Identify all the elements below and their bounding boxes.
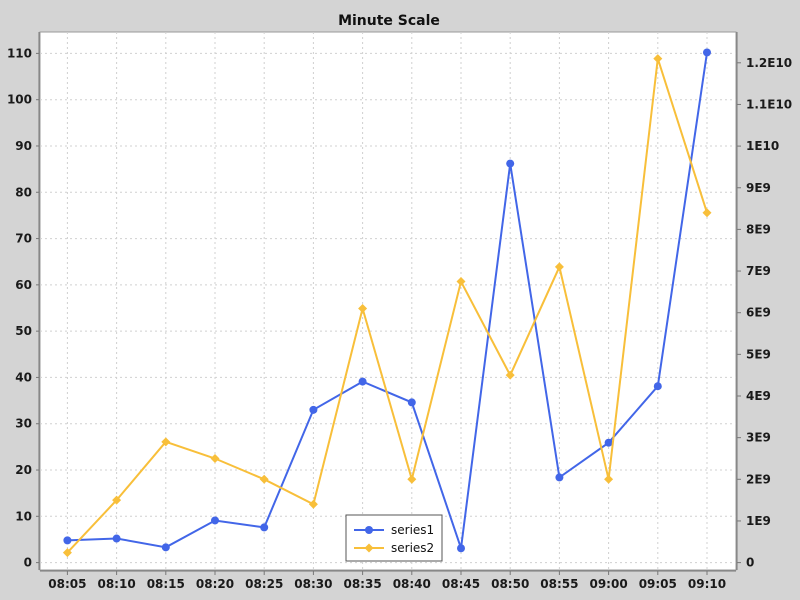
right-axis-tick-label: 6E9	[746, 306, 771, 320]
data-point-series2	[62, 548, 72, 558]
left-axis-tick-label: 30	[15, 417, 32, 431]
right-axis-tick-label: 3E9	[746, 431, 771, 445]
data-point-series2	[308, 499, 318, 509]
data-point-series1	[457, 544, 465, 553]
x-axis-tick-label: 09:05	[639, 577, 677, 591]
x-axis-tick-label: 08:40	[393, 577, 431, 591]
data-point-series1	[63, 536, 72, 545]
data-point-series2	[554, 262, 564, 272]
data-point-series2	[653, 54, 663, 64]
data-point-series2	[210, 453, 220, 463]
right-axis-tick-label: 1E10	[746, 139, 779, 153]
x-axis-tick-label: 08:20	[196, 577, 234, 591]
legend-swatch-marker	[364, 543, 374, 553]
x-axis-tick-label: 08:30	[294, 577, 332, 591]
plot-area	[39, 31, 737, 571]
data-point-series1	[309, 405, 318, 414]
x-axis-tick-label: 08:15	[147, 577, 185, 591]
left-axis-tick-label: 100	[7, 93, 32, 107]
data-point-series1	[161, 543, 170, 552]
x-axis-tick-label: 08:45	[442, 577, 480, 591]
legend-box	[345, 514, 443, 562]
data-point-series2	[505, 370, 515, 380]
left-axis-tick-label: 40	[15, 370, 32, 384]
legend-label: series2	[391, 541, 434, 555]
legend-swatch-marker	[365, 526, 373, 534]
x-axis-tick-label: 09:00	[589, 577, 627, 591]
right-axis-tick-label: 1E9	[746, 514, 771, 528]
x-axis-tick-label: 08:35	[343, 577, 381, 591]
data-point-series1	[653, 382, 662, 391]
right-axis-tick-label: 2E9	[746, 472, 771, 486]
left-axis-tick-label: 10	[15, 509, 32, 523]
x-axis-tick-label: 08:05	[48, 577, 86, 591]
data-point-series2	[161, 437, 171, 447]
data-point-series2	[702, 208, 712, 218]
left-axis-tick-label: 70	[15, 232, 32, 246]
data-point-series2	[112, 495, 122, 505]
data-point-series1	[506, 159, 515, 168]
left-axis-tick-label: 60	[15, 278, 32, 292]
left-axis-tick-label: 20	[15, 463, 32, 477]
legend-label: series1	[391, 523, 434, 537]
x-axis-tick-label: 09:10	[688, 577, 726, 591]
data-point-series2	[358, 304, 368, 314]
data-point-series2	[456, 276, 466, 286]
data-point-series2	[259, 474, 269, 484]
right-axis-tick-label: 8E9	[746, 222, 771, 236]
x-axis-tick-label: 08:55	[540, 577, 578, 591]
data-point-series2	[604, 474, 614, 484]
right-axis-tick-label: 0	[746, 556, 754, 570]
x-axis-tick-label: 08:25	[245, 577, 283, 591]
left-axis-tick-label: 90	[15, 139, 32, 153]
left-axis-tick-label: 0	[24, 556, 32, 570]
data-point-series1	[407, 398, 416, 407]
left-axis-tick-label: 110	[7, 46, 32, 60]
right-axis-tick-label: 5E9	[746, 347, 771, 361]
data-point-series1	[604, 438, 613, 447]
right-axis-tick-label: 4E9	[746, 389, 771, 403]
data-point-series1	[112, 534, 121, 543]
data-point-series1	[211, 516, 219, 525]
x-axis-tick-label: 08:10	[97, 577, 135, 591]
data-point-series1	[555, 473, 564, 482]
right-axis-tick-label: 7E9	[746, 264, 771, 278]
data-point-series1	[358, 377, 367, 386]
left-axis-tick-label: 50	[15, 324, 32, 338]
data-point-series2	[407, 474, 417, 484]
series-line-series2	[66, 58, 708, 554]
data-point-series1	[260, 523, 269, 532]
left-axis-tick-label: 80	[15, 185, 32, 199]
right-axis-tick-label: 1.1E10	[746, 97, 792, 111]
data-point-series1	[703, 48, 711, 57]
x-axis-tick-label: 08:50	[491, 577, 529, 591]
right-axis-tick-label: 9E9	[746, 181, 771, 195]
right-axis-tick-label: 1.2E10	[746, 56, 792, 70]
chart-title: Minute Scale	[338, 13, 440, 29]
